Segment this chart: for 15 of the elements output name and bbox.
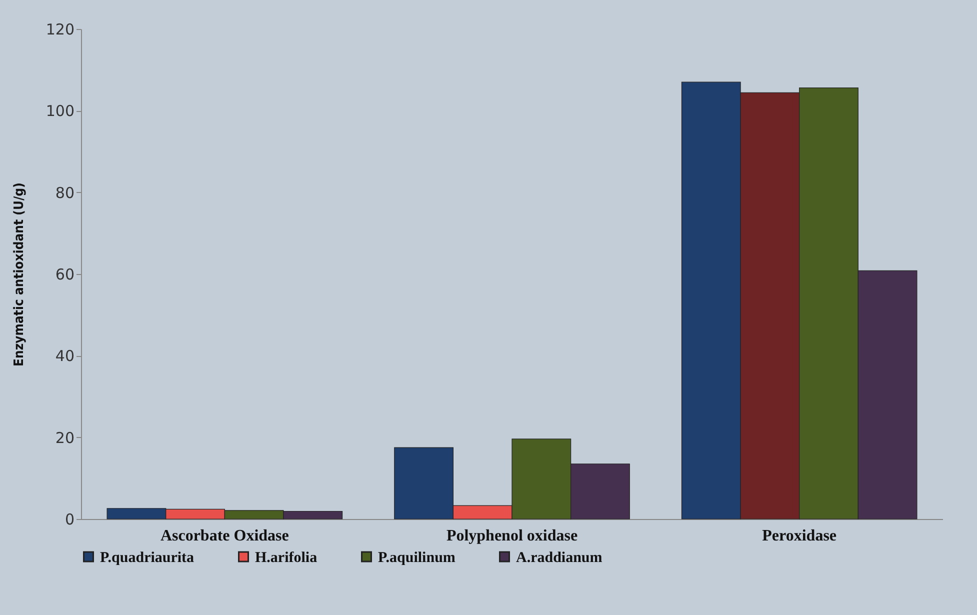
y-tick-label: 100 [46,102,74,120]
legend-label: P.quadriaurita [100,550,195,566]
legend-label: A.raddianum [516,550,603,566]
y-tick-label: 0 [64,510,74,528]
y-tick-label: 40 [55,347,74,366]
y-tick-label: 80 [55,184,74,202]
y-axis-title: Enzymatic antioxidant (U/g) [12,182,27,366]
x-tick-label: Polyphenol oxidase [446,528,578,544]
y-tick-label: 60 [55,266,74,284]
x-tick-label: Ascorbate Oxidase [160,528,289,544]
y-tick-label: 120 [46,20,74,38]
legend-label: H.arifolia [255,550,318,566]
y-tick-label: 20 [55,428,74,447]
legend-label: P.aquilinum [378,550,456,566]
x-tick-label: Peroxidase [762,528,837,544]
